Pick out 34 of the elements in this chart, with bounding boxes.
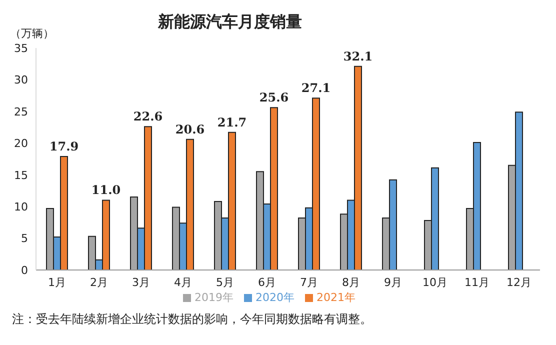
data-label: 11.0 — [91, 183, 121, 198]
data-label: 17.9 — [49, 139, 79, 154]
y-tick-label: 15 — [14, 168, 28, 182]
x-tick-label: 3月 — [132, 276, 150, 289]
y-tick-label: 0 — [21, 264, 28, 277]
chart-title: 新能源汽车月度销量 — [158, 12, 302, 33]
data-label: 32.1 — [343, 49, 373, 64]
y-axis-title: （万辆） — [10, 26, 54, 41]
x-tick-label: 8月 — [342, 276, 360, 289]
y-tick-label: 25 — [14, 105, 28, 118]
x-tick-label: 2月 — [90, 276, 108, 289]
y-tick-label: 20 — [14, 137, 28, 150]
x-tick-label: 11月 — [464, 276, 490, 289]
data-label: 21.7 — [217, 115, 247, 130]
x-tick-label: 7月 — [300, 276, 318, 289]
y-tick-label: 30 — [14, 74, 28, 87]
x-tick-label: 9月 — [384, 276, 402, 289]
data-label: 20.6 — [175, 122, 205, 136]
y-tick-label: 5 — [21, 232, 28, 246]
x-tick-label: 6月 — [258, 276, 276, 289]
data-label: 27.1 — [301, 81, 331, 96]
legend-label: 2019年 — [194, 291, 234, 304]
data-label: 22.6 — [133, 110, 163, 124]
x-tick-label: 5月 — [216, 276, 234, 289]
legend-label: 2020年 — [256, 291, 294, 304]
data-label: 25.6 — [259, 90, 289, 105]
y-tick-label: 10 — [14, 200, 28, 214]
x-tick-label: 4月 — [174, 276, 192, 289]
x-tick-label: 10月 — [422, 276, 448, 289]
x-tick-label: 12月 — [506, 276, 532, 289]
legend-label: 2021年 — [316, 291, 356, 304]
text: 注：受去年陆续新增企业统计数据的影响，今年同期数据略有调整。 — [12, 311, 373, 328]
x-tick-label: 1月 — [48, 276, 66, 289]
y-tick-label: 35 — [14, 42, 28, 55]
